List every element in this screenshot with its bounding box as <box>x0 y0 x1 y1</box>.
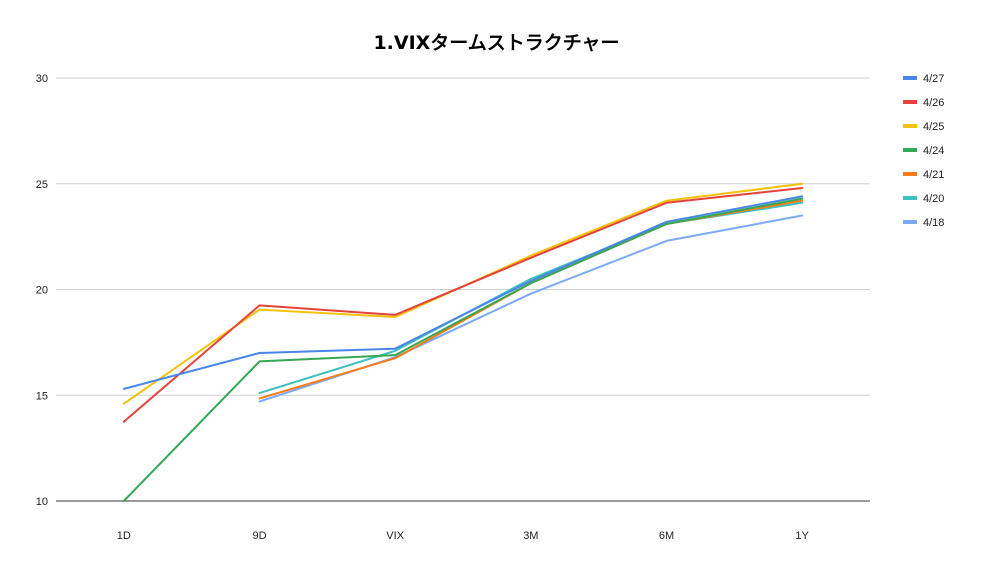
legend-item: 4/20 <box>903 193 944 205</box>
series-line-4-26 <box>122 187 804 423</box>
x-tick-label: 1Y <box>795 530 809 542</box>
legend-item: 4/26 <box>903 97 944 109</box>
legend-item: 4/18 <box>903 217 944 229</box>
chart-title: 1.VIXタームストラクチャー <box>373 32 620 54</box>
legend-label: 4/20 <box>923 193 944 205</box>
y-tick-label: 30 <box>36 73 48 85</box>
x-axis-ticks: 1D 9D VIX 3M 6M 1Y <box>117 530 810 542</box>
series-line-4-24 <box>122 197 804 502</box>
legend-item: 4/24 <box>903 145 944 157</box>
x-tick-label: 6M <box>659 530 674 542</box>
x-tick-label: 9D <box>252 530 266 542</box>
legend-item: 4/21 <box>903 169 944 181</box>
legend-item: 4/25 <box>903 121 944 133</box>
legend-item: 4/27 <box>903 73 944 85</box>
y-tick-label: 10 <box>36 496 48 508</box>
legend-label: 4/21 <box>923 169 944 181</box>
legend-label: 4/26 <box>923 97 944 109</box>
y-tick-label: 25 <box>36 179 48 191</box>
series-line-4-27 <box>122 195 804 390</box>
x-tick-label: 1D <box>117 530 131 542</box>
y-tick-label: 20 <box>36 285 48 297</box>
y-axis-ticks: 10 15 20 25 30 <box>36 73 48 508</box>
y-tick-label: 15 <box>36 390 48 402</box>
legend-label: 4/24 <box>923 145 944 157</box>
x-tick-label: 3M <box>523 530 538 542</box>
series-lines <box>122 182 804 502</box>
x-tick-label: VIX <box>386 530 404 542</box>
legend-label: 4/18 <box>923 217 944 229</box>
legend-label: 4/27 <box>923 73 944 85</box>
gridlines <box>56 77 870 502</box>
legend: 4/27 4/26 4/25 4/24 4/21 4/20 4/18 <box>903 73 944 229</box>
legend-label: 4/25 <box>923 121 944 133</box>
